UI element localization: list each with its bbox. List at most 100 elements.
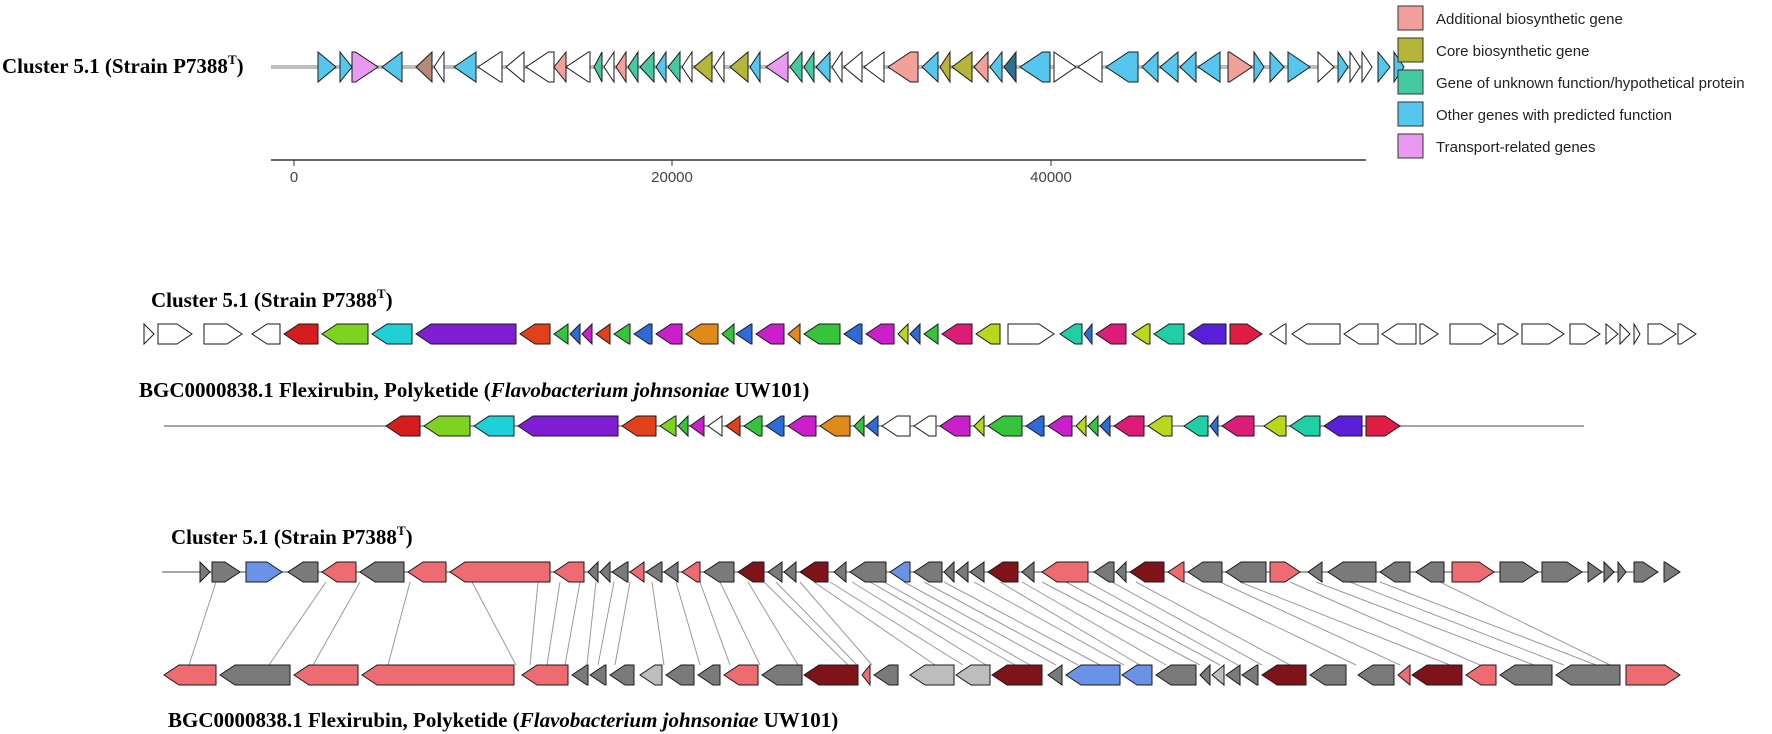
gene-arrow [761,664,803,686]
gene-arrow [1521,323,1565,345]
gene-arrow [1633,322,1641,346]
gene-arrow [725,415,741,437]
homology-link-line [851,581,987,666]
top-gene-track [317,50,1405,84]
homology-link-line [699,581,731,666]
gene-arrow [423,415,471,437]
gene-arrow [505,50,525,84]
homology-link-line [813,581,936,666]
gene-arrow [609,664,635,686]
gene-arrow [1229,323,1263,345]
gene-arrow [1221,415,1255,437]
homology-link-line [1289,581,1481,666]
gene-arrow [1269,50,1285,84]
gene-arrow [1377,50,1391,84]
gene-arrow [1059,323,1083,345]
gene-arrow [767,561,783,583]
gene-arrow [973,50,989,84]
legend-swatch-other [1397,101,1424,127]
gene-arrow [865,414,879,438]
middle-panel: Cluster 5.1 (Strain P7388T) BGC0000838.1… [139,286,1697,438]
gene-arrow [1309,664,1347,686]
gene-arrow [245,561,283,583]
gene-arrow [689,415,705,437]
gene-arrow [553,323,569,345]
gene-arrow [1147,415,1173,437]
gene-arrow [659,415,677,437]
gene-arrow [1343,323,1379,345]
gene-arrow [863,51,885,83]
homology-link-line [883,581,1031,666]
gene-arrow [1261,664,1307,686]
gene-arrow [735,323,753,345]
homology-link-line [973,581,1125,666]
homology-link-line [1379,581,1597,666]
legend-swatch-core [1397,37,1424,63]
homology-link-line [999,581,1141,666]
gene-arrow [865,323,895,345]
homology-link-line [1087,581,1239,666]
gene-arrow [587,560,599,584]
gene-arrow [987,415,1023,437]
gene-arrow [655,323,683,345]
gene-arrow [1209,414,1219,438]
gene-arrow [1179,50,1197,84]
gene-arrow [787,415,817,437]
gene-arrow [1197,51,1221,83]
gene-arrow [815,50,831,84]
gene-arrow [589,664,607,686]
gene-arrow [519,323,551,345]
gene-arrow [553,561,585,583]
homology-link-line [564,581,581,666]
gene-arrow [1263,415,1287,437]
gene-arrow [1187,561,1223,583]
homology-link-line [1183,581,1357,666]
gene-arrow [663,561,679,583]
bot-cluster-gene-track [199,560,1681,584]
gene-arrow [599,560,611,584]
gene-arrow [1115,560,1127,584]
gene-arrow [1465,664,1497,686]
homology-link-line [546,581,561,666]
gene-arrow [819,415,851,437]
gene-arrow [1269,323,1287,345]
gene-arrow [1357,664,1395,686]
gene-arrow [681,50,693,84]
gene-arrow [1397,663,1411,687]
gene-arrow [1053,51,1077,83]
homology-link-line [829,581,964,666]
gene-arrow [909,664,955,686]
gene-arrow [1625,664,1681,686]
gene-arrow [415,50,433,84]
gene-arrow [1677,323,1697,345]
gene-arrow [951,51,973,83]
homology-link-line [614,581,631,666]
gene-arrow [1183,415,1209,437]
gene-arrow [1077,51,1103,83]
gene-arrow [697,664,721,686]
gene-arrow [939,415,971,437]
gene-arrow [521,664,569,686]
gene-arrow [339,50,353,84]
gene-arrow [1449,323,1497,345]
homology-link-line [586,581,597,666]
gene-arrow [317,50,337,84]
gene-arrow [1307,561,1323,583]
gene-arrow [861,663,871,687]
gene-arrow [803,50,815,84]
gene-arrow [629,561,645,583]
homology-link-line [1065,581,1221,666]
gene-arrow [1541,561,1583,583]
gene-arrow [921,50,939,84]
gene-arrow [955,664,991,686]
gene-arrow [685,323,719,345]
gene-arrow [969,561,985,583]
bot-bgc-gene-track [163,663,1681,687]
gene-arrow [157,323,193,345]
gene-arrow [783,560,797,584]
gene-arrow [1337,50,1349,84]
gene-arrow [1287,51,1311,83]
homology-link-line [471,581,517,666]
gene-arrow [381,51,403,83]
